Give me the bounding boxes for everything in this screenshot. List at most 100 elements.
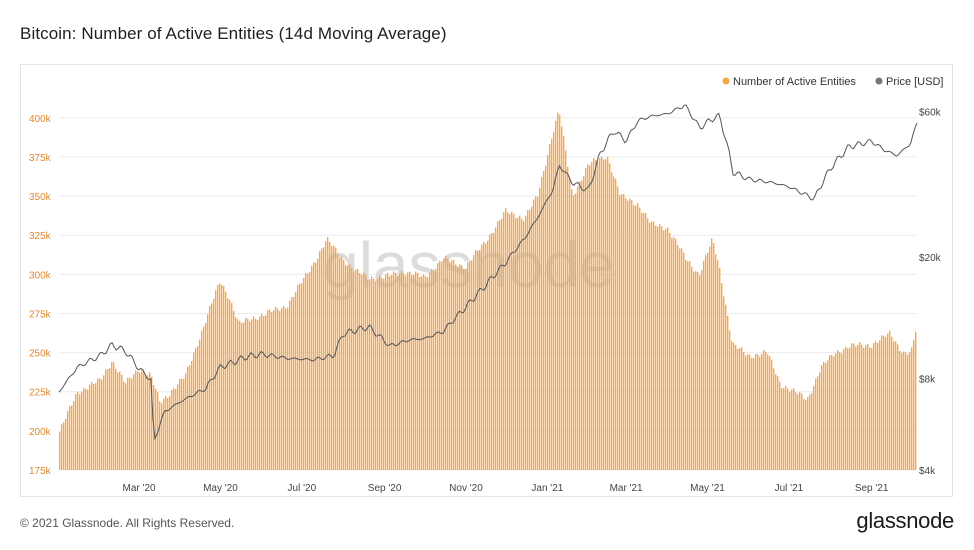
bar (149, 372, 151, 470)
bar (459, 264, 461, 470)
bar (621, 194, 623, 470)
bar (173, 388, 175, 470)
bar (629, 198, 631, 470)
bar (323, 247, 325, 470)
bar (61, 424, 63, 470)
bar (735, 345, 737, 470)
bar (311, 265, 313, 470)
bar (849, 347, 851, 470)
bar (293, 296, 295, 470)
bar (241, 323, 243, 470)
bar (789, 391, 791, 470)
x-tick: May '21 (690, 483, 725, 494)
bar (679, 248, 681, 470)
bar (715, 254, 717, 470)
bar (249, 321, 251, 470)
bar (907, 354, 909, 470)
bar (611, 172, 613, 470)
bar (885, 337, 887, 470)
bar (891, 336, 893, 470)
bar (673, 237, 675, 470)
bar (163, 398, 165, 470)
y-right-tick: $20k (919, 253, 942, 264)
bar (305, 273, 307, 470)
bar (823, 361, 825, 470)
bar (485, 243, 487, 470)
bar (795, 392, 797, 470)
bar (89, 384, 91, 470)
bar (871, 347, 873, 470)
bar (495, 227, 497, 470)
legend-label-active-entities[interactable]: Number of Active Entities (733, 76, 856, 88)
bar (187, 366, 189, 470)
bar (287, 307, 289, 470)
legend: Number of Active Entities Price [USD] (722, 76, 943, 88)
bar (605, 159, 607, 470)
x-tick: Sep '20 (368, 483, 402, 494)
bar (751, 358, 753, 470)
bar (791, 389, 793, 470)
bar (337, 254, 339, 470)
bar (303, 277, 305, 470)
glassnode-logo[interactable]: glassnode (856, 508, 954, 533)
bar (537, 196, 539, 470)
bar (559, 114, 561, 471)
bar (545, 165, 547, 470)
y-left-tick: 300k (29, 270, 52, 281)
bar (587, 164, 589, 470)
bar (155, 388, 157, 470)
bar (253, 316, 255, 470)
y-left-tick: 275k (29, 309, 52, 320)
bar (121, 374, 123, 470)
bar (171, 390, 173, 470)
bar (649, 222, 651, 470)
bar (361, 274, 363, 470)
bar (547, 154, 549, 470)
bar (831, 354, 833, 470)
x-tick: Mar '21 (610, 483, 643, 494)
bar (589, 165, 591, 471)
bar (835, 353, 837, 470)
bar (313, 262, 315, 470)
bar (733, 342, 735, 470)
bar (627, 200, 629, 470)
bar (411, 274, 413, 470)
bar (227, 298, 229, 470)
bar (201, 330, 203, 470)
bar (755, 354, 757, 470)
bar (497, 221, 499, 470)
bar (481, 244, 483, 470)
bar (447, 258, 449, 470)
bar (549, 144, 551, 471)
legend-label-price[interactable]: Price [USD] (886, 76, 943, 88)
bar (803, 398, 805, 470)
bar (439, 260, 441, 470)
bar (535, 196, 537, 470)
bar (613, 176, 615, 470)
bar (181, 378, 183, 470)
bar (763, 350, 765, 470)
bar (235, 317, 237, 470)
bar (133, 374, 135, 470)
bar (833, 356, 835, 470)
bar (307, 273, 309, 470)
bar (77, 391, 79, 470)
bar (565, 150, 567, 470)
bar (479, 249, 481, 470)
bar (745, 355, 747, 470)
bar (469, 260, 471, 470)
y-left-tick: 175k (29, 466, 52, 477)
chart-panel: glassnode 175k200k225k250k275k300k325k35… (20, 64, 953, 497)
bar (675, 238, 677, 470)
bar (881, 335, 883, 470)
bar (531, 206, 533, 470)
bar (809, 394, 811, 470)
bar (615, 178, 617, 470)
bar (867, 344, 869, 470)
bar (473, 254, 475, 470)
bar (429, 272, 431, 470)
bar (787, 388, 789, 470)
bar (97, 378, 99, 470)
bar (159, 401, 161, 470)
bar (197, 346, 199, 470)
